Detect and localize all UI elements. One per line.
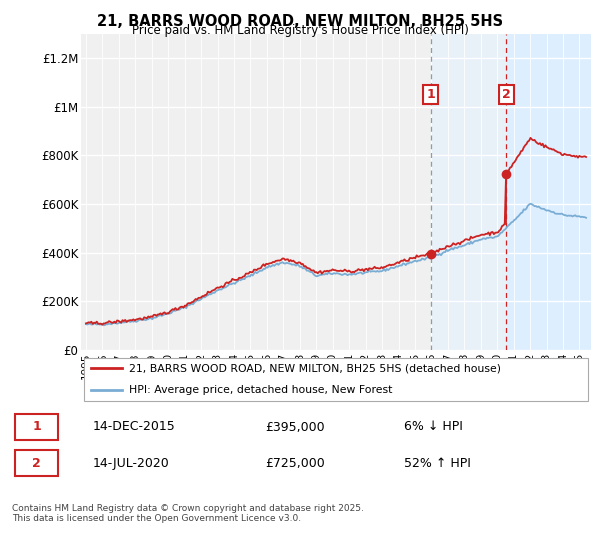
Text: 2: 2 bbox=[502, 88, 511, 101]
FancyBboxPatch shape bbox=[15, 450, 58, 477]
Text: HPI: Average price, detached house, New Forest: HPI: Average price, detached house, New … bbox=[130, 385, 393, 395]
Text: 21, BARRS WOOD ROAD, NEW MILTON, BH25 5HS (detached house): 21, BARRS WOOD ROAD, NEW MILTON, BH25 5H… bbox=[130, 363, 502, 374]
FancyBboxPatch shape bbox=[15, 414, 58, 440]
Text: 14-JUL-2020: 14-JUL-2020 bbox=[92, 457, 169, 470]
Text: 2: 2 bbox=[32, 457, 41, 470]
Text: 21, BARRS WOOD ROAD, NEW MILTON, BH25 5HS: 21, BARRS WOOD ROAD, NEW MILTON, BH25 5H… bbox=[97, 14, 503, 29]
Text: £395,000: £395,000 bbox=[265, 421, 325, 433]
Text: Contains HM Land Registry data © Crown copyright and database right 2025.
This d: Contains HM Land Registry data © Crown c… bbox=[12, 504, 364, 524]
Text: 14-DEC-2015: 14-DEC-2015 bbox=[92, 421, 175, 433]
Text: 6% ↓ HPI: 6% ↓ HPI bbox=[404, 421, 463, 433]
Text: 52% ↑ HPI: 52% ↑ HPI bbox=[404, 457, 470, 470]
Bar bbox=[431, 34, 506, 350]
Text: Price paid vs. HM Land Registry's House Price Index (HPI): Price paid vs. HM Land Registry's House … bbox=[131, 24, 469, 37]
FancyBboxPatch shape bbox=[83, 357, 589, 402]
Text: £725,000: £725,000 bbox=[265, 457, 325, 470]
Text: 1: 1 bbox=[427, 88, 435, 101]
Bar bbox=[506, 34, 599, 350]
Text: 1: 1 bbox=[32, 421, 41, 433]
